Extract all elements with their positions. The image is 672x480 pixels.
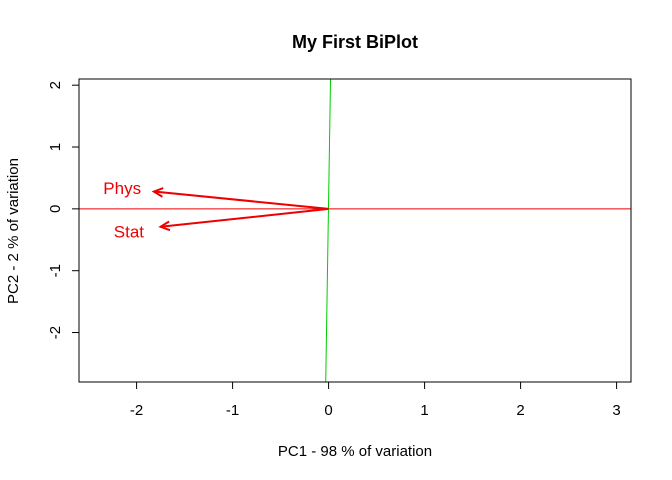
x-tick-label: 1 xyxy=(420,402,428,419)
x-axis: -2 -1 0 1 2 3 xyxy=(130,381,621,419)
x-tick-label: 2 xyxy=(516,402,524,419)
vertical-reference-line xyxy=(325,78,332,383)
x-tick-label: -1 xyxy=(226,402,239,419)
chart-title: My First BiPlot xyxy=(292,32,418,52)
x-tick-label: 0 xyxy=(324,402,332,419)
plot-area: Phys Stat xyxy=(79,78,631,383)
vector-phys-arrowhead xyxy=(151,187,164,198)
y-tick-label: -2 xyxy=(47,326,64,339)
y-tick-label: -1 xyxy=(47,264,64,277)
vector-stat-arrowhead xyxy=(158,220,171,232)
y-tick-label: 0 xyxy=(47,205,64,213)
y-tick-label: 2 xyxy=(47,81,64,89)
x-tick-label: 3 xyxy=(612,402,620,419)
vector-stat: Stat xyxy=(114,207,329,242)
y-axis-label: PC2 - 2 % of variation xyxy=(5,158,22,304)
plot-frame xyxy=(78,78,632,383)
y-tick-label: 1 xyxy=(47,143,64,151)
vector-phys-label: Phys xyxy=(103,179,141,198)
x-axis-label: PC1 - 98 % of variation xyxy=(278,443,432,460)
x-tick-label: -2 xyxy=(130,402,143,419)
vector-stat-label: Stat xyxy=(114,223,145,242)
vector-phys: Phys xyxy=(103,179,329,210)
vector-phys-shaft xyxy=(153,190,329,210)
vector-stat-shaft xyxy=(160,207,329,228)
y-axis: -2 -1 0 1 2 xyxy=(47,81,80,339)
